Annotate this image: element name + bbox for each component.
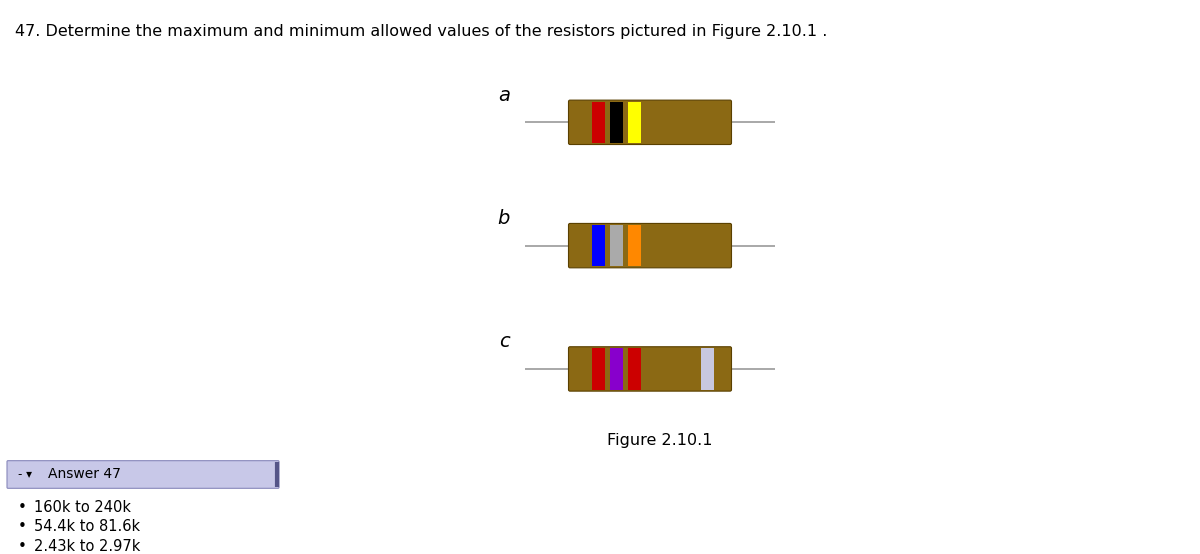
Text: c: c: [499, 332, 510, 351]
Text: Answer 47: Answer 47: [48, 468, 121, 481]
Text: •: •: [18, 500, 26, 515]
FancyBboxPatch shape: [569, 223, 732, 268]
Bar: [610, 101, 623, 143]
Text: 2.43k to 2.97k: 2.43k to 2.97k: [34, 539, 140, 554]
Text: b: b: [498, 209, 510, 228]
Text: 47. Determine the maximum and minimum allowed values of the resistors pictured i: 47. Determine the maximum and minimum al…: [14, 24, 827, 39]
Bar: [592, 101, 605, 143]
Bar: [628, 101, 641, 143]
Bar: [628, 225, 641, 266]
FancyBboxPatch shape: [569, 100, 732, 145]
Bar: [610, 225, 623, 266]
Bar: [628, 348, 641, 389]
Text: •: •: [18, 539, 26, 554]
Text: 160k to 240k: 160k to 240k: [34, 500, 131, 515]
Text: - ▾: - ▾: [18, 468, 32, 481]
Text: a: a: [498, 85, 510, 105]
Text: 54.4k to 81.6k: 54.4k to 81.6k: [34, 519, 140, 534]
Text: •: •: [18, 519, 26, 534]
FancyBboxPatch shape: [569, 347, 732, 391]
Text: Figure 2.10.1: Figure 2.10.1: [607, 433, 713, 448]
FancyBboxPatch shape: [7, 461, 278, 488]
Bar: [610, 348, 623, 389]
Bar: [592, 225, 605, 266]
Bar: [592, 348, 605, 389]
Bar: [701, 348, 714, 389]
